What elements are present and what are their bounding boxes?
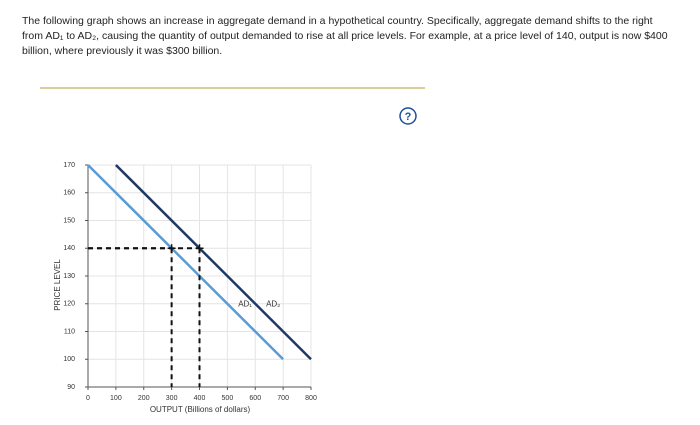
x-tick-label: 800 bbox=[305, 395, 317, 402]
x-tick-label: 200 bbox=[138, 395, 150, 402]
y-tick-label: 90 bbox=[67, 384, 75, 391]
point-marker bbox=[195, 244, 204, 253]
y-tick-label: 110 bbox=[64, 328, 75, 335]
y-tick-label: 120 bbox=[63, 301, 75, 308]
x-tick-label: 400 bbox=[194, 395, 206, 402]
x-tick-label: 100 bbox=[110, 395, 122, 402]
x-tick-label: 0 bbox=[86, 395, 90, 402]
y-tick-label: 140 bbox=[63, 245, 75, 252]
x-tick-label: 600 bbox=[249, 395, 261, 402]
question-text: The following graph shows an increase in… bbox=[22, 15, 668, 57]
help-button[interactable] bbox=[399, 107, 417, 125]
x-tick-label: 300 bbox=[166, 395, 178, 402]
y-tick-label: 170 bbox=[63, 162, 75, 169]
y-tick-label: 100 bbox=[63, 356, 75, 363]
y-tick-label: 160 bbox=[63, 190, 75, 197]
divider bbox=[40, 87, 425, 89]
series-label: AD₂ bbox=[266, 300, 280, 309]
y-tick-label: 150 bbox=[63, 217, 75, 224]
x-tick-label: 500 bbox=[222, 395, 234, 402]
x-axis-title: OUTPUT (Billions of dollars) bbox=[150, 405, 251, 414]
ad-line bbox=[114, 164, 312, 361]
ad-line bbox=[87, 164, 285, 361]
help-label[interactable]: ? bbox=[405, 111, 412, 123]
y-tick-label: 130 bbox=[63, 273, 75, 280]
x-tick-label: 700 bbox=[277, 395, 289, 402]
y-axis-title: PRICE LEVEL bbox=[53, 259, 62, 311]
series-label: AD₁ bbox=[238, 300, 252, 309]
